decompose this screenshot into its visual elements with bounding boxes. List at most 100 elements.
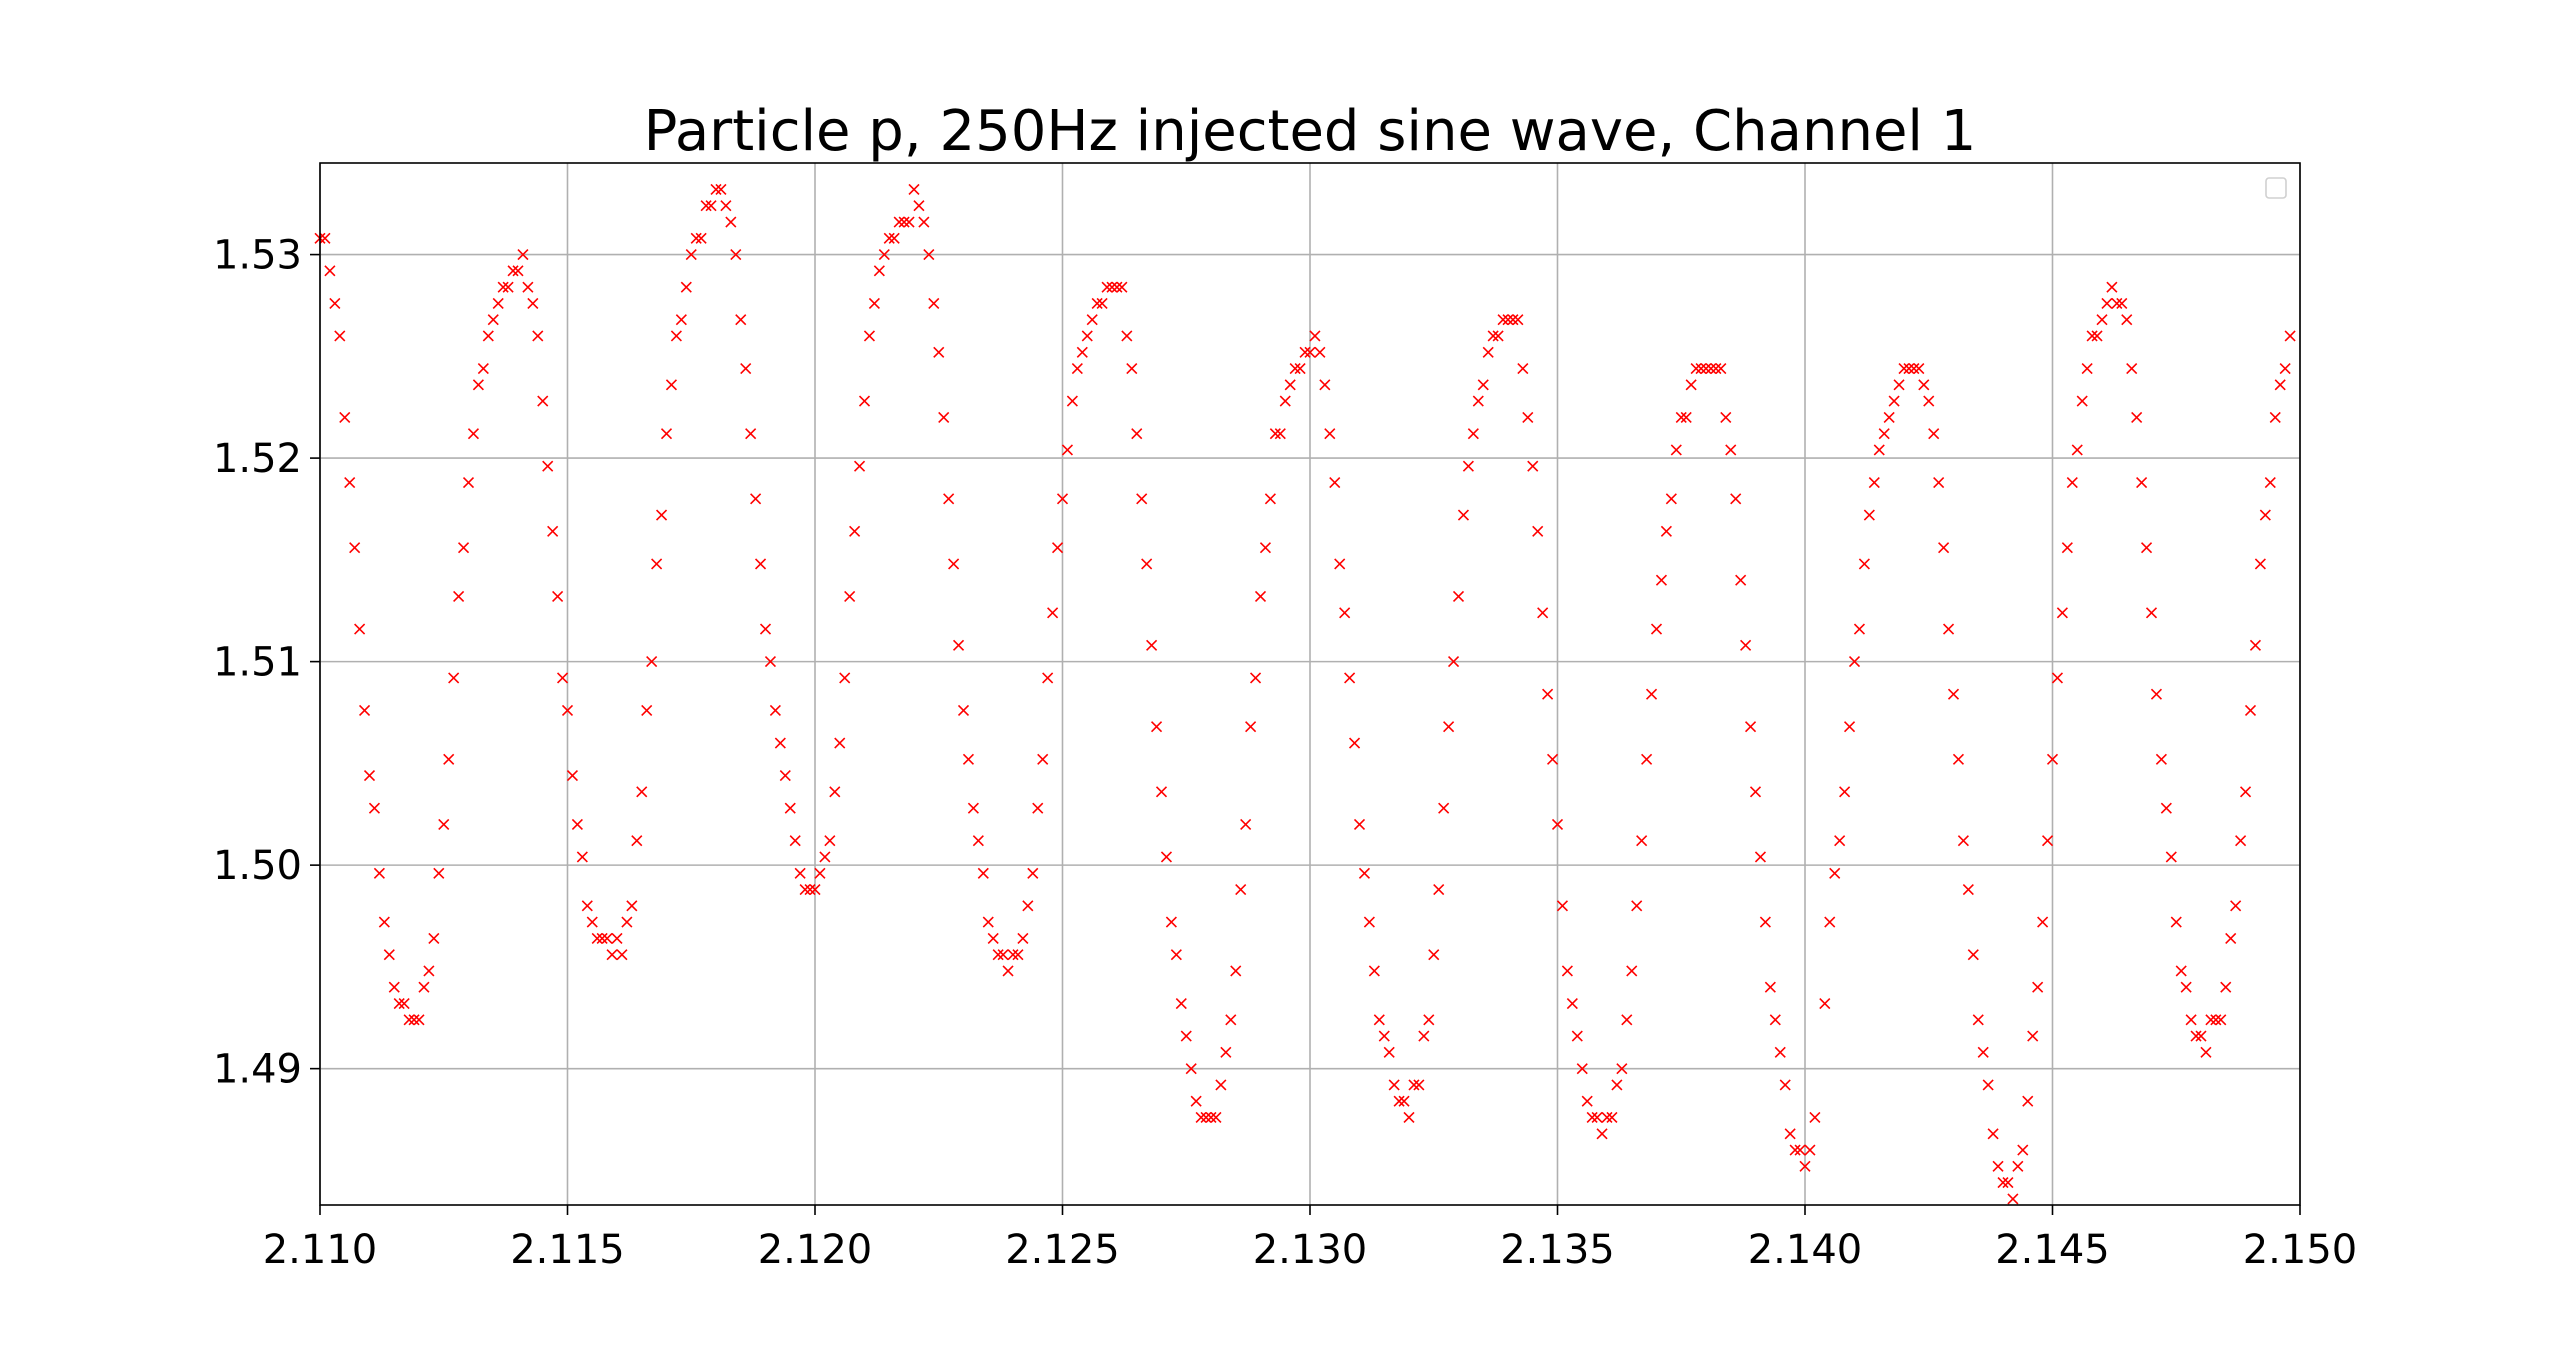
data-point — [1363, 916, 1375, 928]
data-point — [819, 851, 831, 863]
data-point — [2002, 1177, 2014, 1189]
data-point — [2210, 1014, 2222, 1026]
data-point — [1007, 949, 1019, 961]
data-point — [938, 411, 950, 423]
data-point — [1878, 428, 1890, 440]
data-point — [556, 672, 569, 684]
data-point — [1150, 721, 1163, 733]
data-point — [1730, 493, 1742, 505]
data-point — [552, 590, 564, 603]
data-point — [1799, 1160, 1811, 1172]
data-point — [1517, 362, 1529, 375]
data-point — [378, 916, 390, 928]
data-point — [319, 232, 331, 244]
data-point — [1131, 428, 1143, 440]
data-point — [1106, 281, 1118, 293]
data-point — [1383, 1046, 1395, 1058]
data-point — [2279, 362, 2291, 375]
data-point — [804, 883, 816, 896]
data-point — [1754, 851, 1767, 863]
data-point — [497, 281, 509, 293]
data-point — [675, 314, 687, 326]
data-point — [799, 883, 811, 896]
data-point — [1626, 965, 1638, 977]
data-point — [566, 770, 579, 782]
data-point — [512, 265, 524, 277]
data-point — [814, 867, 826, 879]
data-point — [1725, 444, 1737, 456]
data-point — [2225, 932, 2237, 944]
data-point — [1715, 362, 1727, 375]
x-tick-label: 2.110 — [263, 1227, 378, 1273]
data-point — [2126, 362, 2138, 375]
data-point — [1843, 721, 1856, 733]
data-point — [1759, 916, 1771, 928]
data-point — [571, 818, 583, 830]
data-point — [2200, 1046, 2212, 1058]
x-tick-label: 2.115 — [510, 1227, 625, 1273]
data-point — [1051, 542, 1064, 554]
data-point — [1452, 590, 1465, 603]
data-point — [1205, 1111, 1217, 1124]
data-point — [1037, 753, 1049, 765]
data-point — [918, 216, 930, 228]
data-point — [1235, 883, 1247, 896]
data-point — [655, 509, 668, 521]
x-tick-label: 2.145 — [1995, 1227, 2110, 1273]
data-point — [1858, 558, 1870, 570]
data-point — [1190, 1095, 1202, 1107]
data-point — [2155, 753, 2167, 765]
data-point — [1883, 411, 1895, 423]
data-point — [1957, 835, 1969, 847]
data-point — [1477, 379, 1489, 391]
data-point — [1888, 395, 1900, 407]
data-point — [1680, 411, 1692, 423]
data-point — [1462, 460, 1474, 472]
data-point — [2190, 1030, 2202, 1042]
data-point — [740, 362, 752, 375]
data-point — [2007, 1193, 2019, 1205]
data-point — [834, 737, 846, 749]
data-point — [349, 542, 361, 554]
data-point — [2239, 786, 2252, 798]
data-point — [339, 411, 351, 423]
data-point — [1532, 525, 1544, 537]
data-point — [433, 867, 445, 879]
x-tick-label: 2.140 — [1748, 1227, 1863, 1273]
data-point — [908, 183, 920, 196]
data-point — [1839, 786, 1851, 798]
x-tick-label: 2.125 — [1005, 1227, 1120, 1273]
data-point — [1240, 818, 1252, 830]
data-point — [774, 737, 786, 749]
data-point — [1695, 362, 1707, 375]
data-point — [1121, 330, 1133, 342]
data-point — [561, 704, 574, 717]
data-point — [1447, 656, 1460, 668]
data-point — [418, 981, 430, 993]
data-point — [2046, 753, 2059, 765]
data-point — [1903, 362, 1915, 375]
data-point — [1829, 867, 1841, 879]
data-point — [2205, 1014, 2217, 1026]
data-point — [1794, 1144, 1806, 1156]
data-point — [1566, 997, 1578, 1010]
data-point — [1195, 1111, 1207, 1124]
data-point — [977, 867, 989, 879]
data-point — [705, 200, 717, 212]
data-point — [1947, 688, 1960, 700]
data-point — [1438, 802, 1450, 814]
data-point — [2249, 639, 2262, 651]
data-point — [1522, 411, 1534, 423]
data-point — [1017, 932, 1029, 944]
data-point — [1512, 314, 1524, 326]
data-point — [1294, 362, 1306, 375]
data-point — [893, 216, 905, 228]
data-point — [1744, 721, 1757, 733]
data-point — [363, 770, 376, 782]
data-point — [690, 232, 702, 244]
data-point — [2101, 297, 2113, 309]
data-point — [685, 249, 697, 261]
data-point — [1873, 444, 1885, 456]
data-point — [621, 916, 633, 928]
data-point — [1200, 1111, 1212, 1124]
